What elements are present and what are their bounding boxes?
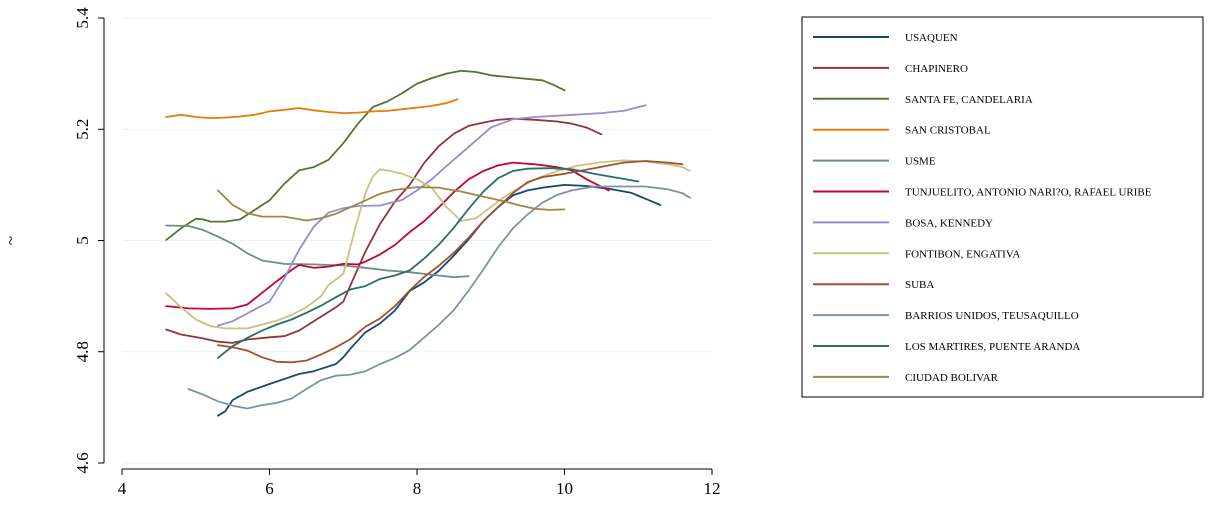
x-tick-label: 12 xyxy=(704,479,721,498)
series-line-8 xyxy=(165,159,691,330)
series-line-9 xyxy=(216,160,684,364)
legend-label: TUNJUELITO, ANTONIO NARI?O, RAFAEL URIBE xyxy=(905,187,1152,199)
legend-label: SAN CRISTOBAL xyxy=(905,125,991,137)
legend-label: USAQUEN xyxy=(905,32,958,44)
series-line-5 xyxy=(165,224,470,279)
x-tick-label: 6 xyxy=(265,479,274,498)
legend-box xyxy=(801,16,1204,398)
legend: USAQUEN CHAPINERO SANTA FE, CANDELARIA SAN … xyxy=(801,16,1204,398)
legend-label: CIUDAD BOLIVAR xyxy=(905,372,999,384)
legend-label: FONTIBON, ENGATIVA xyxy=(905,248,1020,260)
series-line-7 xyxy=(216,104,647,327)
y-axis-title: ~ xyxy=(1,236,20,245)
legend-label: LOS MARTIRES, PUENTE ARANDA xyxy=(905,341,1080,353)
series-line-10 xyxy=(187,185,691,410)
series-line-4 xyxy=(165,98,459,119)
series-line-3 xyxy=(165,69,566,241)
y-tick-label: 4.8 xyxy=(73,341,92,362)
y-tick-label: 5.2 xyxy=(73,119,92,140)
legend-label: BOSA, KENNEDY xyxy=(905,217,993,229)
series-line-11 xyxy=(216,167,640,359)
legend-label: BARRIOS UNIDOS, TEUSAQUILLO xyxy=(905,310,1079,322)
x-tick-label: 4 xyxy=(118,479,127,498)
series-line-1 xyxy=(216,183,662,417)
legend-label: SUBA xyxy=(905,279,934,291)
gridlines xyxy=(122,17,712,464)
y-tick-label: 4.6 xyxy=(73,452,92,473)
x-axis: 4 6 8 10 12 xyxy=(118,468,721,498)
y-tick-label: 5 xyxy=(73,236,92,245)
y-tick-label: 5.4 xyxy=(73,7,92,29)
y-axis: 4.6 4.8 5 5.2 5.4 ~ xyxy=(1,7,105,474)
series-line-6 xyxy=(165,161,610,310)
series-lines xyxy=(165,69,691,417)
legend-label: SANTA FE, CANDELARIA xyxy=(905,94,1033,106)
x-tick-label: 8 xyxy=(413,479,422,498)
legend-label: USME xyxy=(905,156,936,168)
legend-label: CHAPINERO xyxy=(905,63,968,75)
series-line-12 xyxy=(216,186,566,222)
x-tick-label: 10 xyxy=(556,479,573,498)
